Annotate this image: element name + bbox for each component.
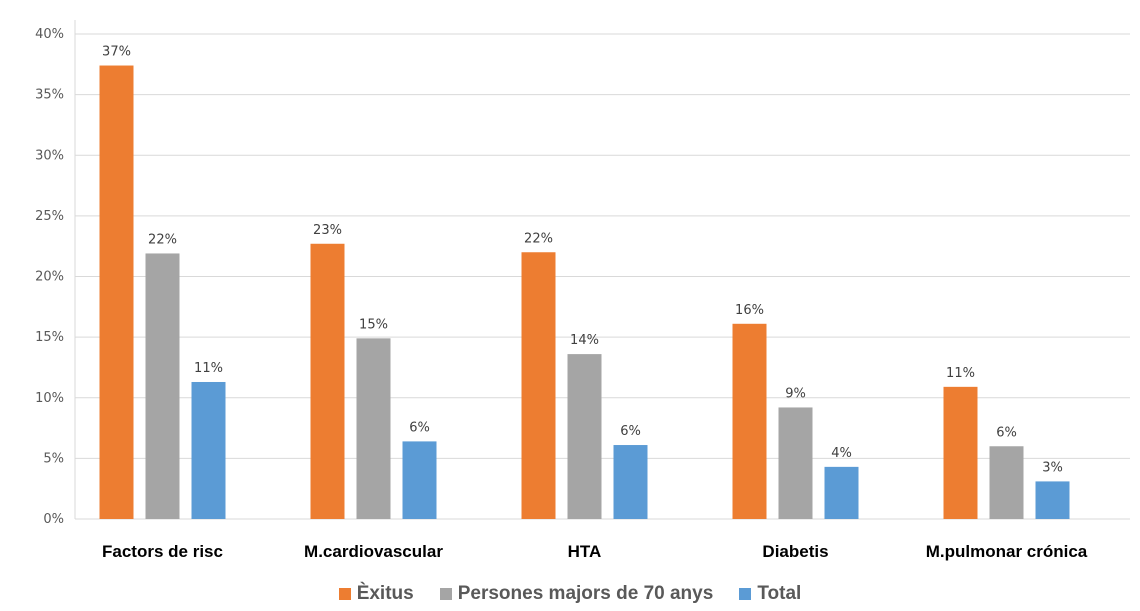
bar xyxy=(943,386,978,519)
legend-label-persones-majors: Persones majors de 70 anys xyxy=(457,583,714,604)
bar xyxy=(989,446,1024,519)
bar xyxy=(99,65,134,520)
y-tick-label: 0% xyxy=(43,512,64,527)
legend-item-exitus: Èxitus xyxy=(338,583,414,605)
bar xyxy=(613,445,648,519)
y-axis-ticks: 0% 5% 10% 15% 20% 25% 30% 35% 40% xyxy=(35,27,64,527)
bar xyxy=(567,354,602,519)
gridlines xyxy=(75,33,1130,520)
y-tick-label: 35% xyxy=(35,88,64,103)
data-labels: 37% 22% 11% 23% 15% 6% 22% 14% 6% 16% 9% 4% 11% 6% 3% xyxy=(102,45,1063,476)
legend: Èxitus Persones majors de 70 anys Total xyxy=(0,583,1140,605)
legend-swatch-exitus xyxy=(338,588,351,600)
y-tick-label: 10% xyxy=(35,391,64,406)
y-tick-label: 20% xyxy=(35,270,64,285)
bar xyxy=(145,253,180,519)
data-label: 15% xyxy=(359,317,388,332)
bar xyxy=(310,243,345,519)
data-label: 22% xyxy=(524,231,553,246)
data-label: 3% xyxy=(1042,460,1063,475)
data-label: 6% xyxy=(996,425,1017,440)
bar xyxy=(1035,481,1070,519)
y-tick-label: 25% xyxy=(35,209,64,224)
data-label: 37% xyxy=(102,45,131,60)
y-tick-label: 30% xyxy=(35,148,64,163)
legend-label-total: Total xyxy=(757,583,802,604)
legend-item-persones-majors: Persones majors de 70 anys xyxy=(439,583,714,605)
y-tick-label: 5% xyxy=(43,451,64,466)
category-labels: Factors de risc M.cardiovascular HTA Diabet… xyxy=(102,542,1088,561)
y-tick-label: 40% xyxy=(35,27,64,42)
data-label: 6% xyxy=(620,424,641,439)
data-label: 11% xyxy=(194,361,223,376)
bar xyxy=(778,407,813,519)
bar xyxy=(356,338,391,519)
y-tick-label: 15% xyxy=(35,330,64,345)
data-label: 23% xyxy=(313,223,342,238)
legend-swatch-persones-majors xyxy=(439,588,452,600)
bar xyxy=(732,323,767,519)
category-label: HTA xyxy=(568,542,602,561)
data-label: 9% xyxy=(785,386,806,401)
data-label: 14% xyxy=(570,333,599,348)
data-label: 16% xyxy=(735,303,764,318)
data-label: 6% xyxy=(409,420,430,435)
data-label: 4% xyxy=(831,446,852,461)
legend-item-total: Total xyxy=(739,583,801,605)
legend-swatch-total xyxy=(739,588,752,600)
category-label: M.cardiovascular xyxy=(304,542,443,561)
bar xyxy=(824,466,859,519)
category-label: Diabetis xyxy=(762,542,828,561)
data-label: 22% xyxy=(148,232,177,247)
legend-label-exitus: Èxitus xyxy=(356,583,414,604)
data-label: 11% xyxy=(946,366,975,381)
bars xyxy=(99,65,1070,520)
bar-chart: 0% 5% 10% 15% 20% 25% 30% 35% 40% 37% 22% 11% 23% 15… xyxy=(35,20,1130,561)
category-label: M.pulmonar crónica xyxy=(926,542,1088,561)
bar xyxy=(521,252,556,519)
bar xyxy=(402,441,437,519)
bar xyxy=(191,381,226,519)
category-label: Factors de risc xyxy=(102,542,223,561)
